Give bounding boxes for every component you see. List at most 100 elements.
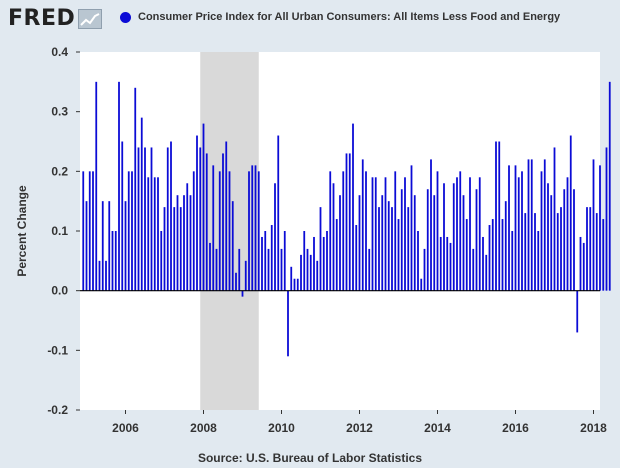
bar xyxy=(277,135,280,291)
bar xyxy=(475,189,478,291)
bar xyxy=(309,254,312,291)
bar xyxy=(556,213,559,291)
bar xyxy=(322,236,325,291)
bar xyxy=(108,201,111,291)
y-tick-label: -0.1 xyxy=(47,343,68,357)
bar xyxy=(339,195,341,291)
bar xyxy=(420,278,423,291)
bar xyxy=(550,195,553,291)
bar xyxy=(313,236,315,291)
bar xyxy=(608,81,611,291)
bar xyxy=(582,242,585,291)
bar xyxy=(417,231,419,291)
bar xyxy=(472,248,475,291)
bar xyxy=(423,248,426,291)
bar xyxy=(504,201,507,291)
bar xyxy=(426,189,429,291)
bar xyxy=(261,236,263,291)
bar xyxy=(251,165,254,291)
bar xyxy=(160,231,163,291)
y-tick-label: 0.4 xyxy=(51,45,68,59)
bar xyxy=(140,117,143,291)
bar xyxy=(199,147,202,291)
bar xyxy=(599,165,601,291)
bar xyxy=(485,254,488,291)
bar xyxy=(209,242,211,291)
y-tick-label: 0.0 xyxy=(51,284,68,298)
bar xyxy=(134,87,137,291)
bar xyxy=(547,183,549,291)
bar xyxy=(456,177,458,291)
bar xyxy=(316,260,319,291)
bar xyxy=(566,177,569,291)
bar xyxy=(326,231,328,291)
bar xyxy=(254,165,257,291)
bar xyxy=(196,135,198,291)
bar xyxy=(303,231,306,291)
bar xyxy=(173,207,176,291)
bar xyxy=(137,147,140,291)
bar xyxy=(579,236,582,291)
bar xyxy=(280,248,283,291)
bar xyxy=(150,147,153,291)
bar xyxy=(452,183,455,291)
bar xyxy=(410,165,413,291)
bar xyxy=(449,242,452,291)
bar xyxy=(355,225,358,291)
bar xyxy=(274,183,276,291)
bar xyxy=(329,171,332,291)
chart-svg: 0.4 0.3 0.2 0.1 0.0 -0.1 -0.2 Percent Change 200… xyxy=(15,45,611,435)
bar xyxy=(287,290,289,357)
source-note: Source: U.S. Bureau of Labor Statistics xyxy=(197,451,423,465)
y-tick-label: 0.2 xyxy=(51,164,68,178)
bar xyxy=(296,278,299,291)
bar xyxy=(238,248,241,291)
x-tick-label: 2016 xyxy=(502,421,529,435)
x-tick-label: 2012 xyxy=(346,421,373,435)
bar xyxy=(371,177,374,291)
bar xyxy=(407,207,410,291)
bar xyxy=(397,219,400,291)
bar xyxy=(264,231,267,291)
bar xyxy=(82,171,85,291)
bar xyxy=(595,213,598,291)
bar xyxy=(540,171,543,291)
bar xyxy=(365,171,367,291)
bar xyxy=(212,165,215,291)
bar xyxy=(244,260,247,291)
bar xyxy=(127,171,130,291)
bar xyxy=(602,219,605,291)
bar xyxy=(248,171,250,291)
legend-marker xyxy=(120,11,131,23)
bar xyxy=(192,171,195,291)
bar xyxy=(381,195,384,291)
bar xyxy=(527,159,530,291)
bar xyxy=(283,231,286,291)
bar xyxy=(183,195,185,291)
bar xyxy=(300,254,302,291)
y-axis-label: Percent Change xyxy=(15,185,29,277)
bar xyxy=(293,278,296,291)
bar xyxy=(166,147,169,291)
bar xyxy=(569,135,572,291)
bar xyxy=(170,141,172,291)
x-tick-label: 2018 xyxy=(580,421,607,435)
bar xyxy=(101,201,104,291)
bar xyxy=(92,171,94,291)
bar xyxy=(121,141,124,291)
bar xyxy=(231,201,234,291)
bar xyxy=(501,219,504,291)
bar xyxy=(605,147,608,291)
fred-logo[interactable]: FRED xyxy=(8,6,103,31)
bar xyxy=(430,159,432,291)
bar xyxy=(465,219,468,291)
bar xyxy=(205,153,208,291)
bar xyxy=(290,266,293,291)
bar xyxy=(332,183,335,291)
bar xyxy=(514,165,517,291)
bar xyxy=(560,207,562,291)
bar xyxy=(335,219,338,291)
fred-chart-icon xyxy=(78,8,103,29)
bar xyxy=(267,248,270,291)
